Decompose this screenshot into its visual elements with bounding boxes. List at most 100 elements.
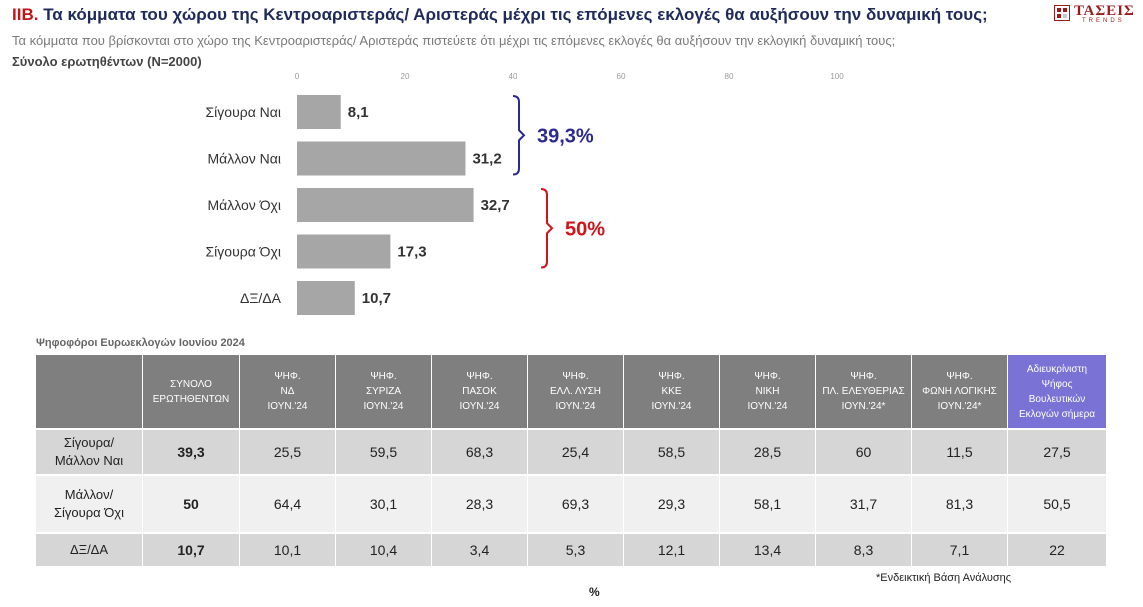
column-header-line: ΙΟΥΝ.'24 bbox=[363, 401, 404, 412]
column-header-line: ΙΟΥΝ.'24* bbox=[937, 401, 982, 412]
header-corner bbox=[36, 355, 143, 430]
row-label-line: ΔΞ/ΔΑ bbox=[69, 542, 109, 557]
bracket-total-label: 39,3% bbox=[537, 125, 594, 147]
column-header-line: Εκλογών σήμερα bbox=[1018, 408, 1096, 420]
category-label: Μάλλον Όχι bbox=[207, 197, 281, 213]
row-label-line: Σίγουρα/ bbox=[63, 435, 115, 450]
column-header-line: ΨΗΦ. bbox=[946, 371, 973, 382]
x-tick-label: 0 bbox=[295, 72, 300, 81]
table-cell: 7,1 bbox=[912, 534, 1008, 568]
title-text: Τα κόμματα του χώρου της Κεντροαριστεράς… bbox=[43, 5, 988, 24]
table-header-row: ΣΥΝΟΛΟ ΕΡΩΤΗΘΕΝΤΩΝ ΨΗΦ. ΝΔ ΙΟΥΝ.'24 ΨΗΦ. ΣΥΡΙΖ… bbox=[36, 355, 1107, 430]
bar bbox=[297, 234, 391, 269]
page-title: ΙΙΒ. Τα κόμματα του χώρου της Κεντροαρισ… bbox=[12, 5, 988, 25]
table-cell: 69,3 bbox=[528, 476, 624, 534]
sample-base: Σύνολο ερωτηθέντων (N=2000) bbox=[12, 54, 202, 69]
table-row: ΔΞ/ΔΑ 10,7 10,1 10,4 3,4 5,3 12,1 13,4 8,3 7,1 22 bbox=[36, 534, 1107, 568]
value-label: 32,7 bbox=[481, 197, 510, 214]
column-header-line: ΠΑΣΟΚ bbox=[462, 386, 497, 397]
column-header-line: ΨΗΦ. bbox=[370, 371, 397, 382]
column-header-line: ΨΗΦ. bbox=[754, 371, 781, 382]
column-header-line: ΨΗΦ. bbox=[562, 371, 589, 382]
column-header: ΨΗΦ. ΠΑΣΟΚ ΙΟΥΝ.'24 bbox=[432, 355, 528, 430]
column-header-line: ΙΟΥΝ.'24 bbox=[747, 401, 788, 412]
x-tick-label: 40 bbox=[509, 72, 518, 81]
table-cell: 68,3 bbox=[432, 430, 528, 476]
value-label: 17,3 bbox=[397, 244, 426, 261]
table-cell: 11,5 bbox=[912, 430, 1008, 476]
x-tick-label: 80 bbox=[725, 72, 734, 81]
column-header: ΣΥΝΟΛΟ ΕΡΩΤΗΘΕΝΤΩΝ bbox=[143, 355, 240, 430]
column-header: ΨΗΦ. ΚΚΕ ΙΟΥΝ.'24 bbox=[624, 355, 720, 430]
value-label: 8,1 bbox=[348, 104, 369, 121]
bracket bbox=[540, 188, 554, 269]
table-cell: 60 bbox=[816, 430, 912, 476]
table-cell: 28,5 bbox=[720, 430, 816, 476]
table-cell: 22 bbox=[1008, 534, 1107, 568]
category-label: Μάλλον Ναι bbox=[207, 151, 281, 167]
column-header-line: ΝΔ bbox=[280, 386, 295, 397]
column-header-line: ΙΟΥΝ.'24* bbox=[841, 401, 886, 412]
column-header: ΨΗΦ. ΝΔ ΙΟΥΝ.'24 bbox=[240, 355, 336, 430]
title-code: ΙΙΒ. bbox=[12, 5, 39, 24]
table-cell: 27,5 bbox=[1008, 430, 1107, 476]
value-label: 10,7 bbox=[362, 290, 391, 307]
row-label-line: Μάλλον Ναι bbox=[54, 453, 124, 468]
total-cell: 10,7 bbox=[143, 534, 240, 568]
column-header: Αδιευκρίνιστη Ψήφος Βουλευτικών Εκλογών σήμ… bbox=[1008, 355, 1107, 430]
table-cell: 10,4 bbox=[336, 534, 432, 568]
column-header: ΨΗΦ. ΝΙΚΗ ΙΟΥΝ.'24 bbox=[720, 355, 816, 430]
page-subtitle: Τα κόμματα που βρίσκονται στο χώρο της Κ… bbox=[12, 33, 896, 48]
total-cell: 50 bbox=[143, 476, 240, 534]
unit-label: % bbox=[589, 585, 600, 599]
table-row: Μάλλον/Σίγουρα Όχι 50 64,4 30,1 28,3 69,3 29,3… bbox=[36, 476, 1107, 534]
bar bbox=[297, 95, 341, 129]
column-header-line: ΠΛ. ΕΛΕΥΘΕΡΙΑΣ bbox=[822, 386, 905, 397]
row-label-line: Μάλλον/ bbox=[64, 487, 114, 502]
table-cell: 8,3 bbox=[816, 534, 912, 568]
brand-logo: ΤΑΣΕΙΣ TRENDS bbox=[1052, 3, 1140, 27]
column-header: ΨΗΦ. ΕΛΛ. ΛΥΣΗ ΙΟΥΝ.'24 bbox=[528, 355, 624, 430]
table-cell: 64,4 bbox=[240, 476, 336, 534]
total-cell: 39,3 bbox=[143, 430, 240, 476]
column-header-line: ΨΗΦ. bbox=[274, 371, 301, 382]
bar bbox=[297, 141, 466, 176]
table-cell: 59,5 bbox=[336, 430, 432, 476]
row-label: ΔΞ/ΔΑ bbox=[36, 534, 143, 568]
bar-chart: 0 20 40 60 80 100 Σίγουρα Ναι 8,1 Μάλλον Ναι 31,2… bbox=[206, 72, 844, 315]
bracket-total-label: 50% bbox=[565, 218, 605, 240]
table-cell: 5,3 bbox=[528, 534, 624, 568]
column-header-line: ΚΚΕ bbox=[661, 386, 682, 397]
table-cell: 28,3 bbox=[432, 476, 528, 534]
logo-mark-icon bbox=[1054, 5, 1070, 21]
logo-word: ΤΑΣΕΙΣ bbox=[1074, 3, 1135, 19]
column-header-line: Αδιευκρίνιστη bbox=[1026, 363, 1088, 375]
table-cell: 25,5 bbox=[240, 430, 336, 476]
column-header: ΨΗΦ. ΦΩΝΗ ΛΟΓΙΚΗΣ ΙΟΥΝ.'24* bbox=[912, 355, 1008, 430]
column-header-line: ΙΟΥΝ.'24 bbox=[555, 401, 596, 412]
row-label: Σίγουρα/Μάλλον Ναι bbox=[36, 430, 143, 476]
column-header-line: ΕΡΩΤΗΘΕΝΤΩΝ bbox=[152, 393, 230, 405]
table-cell: 58,5 bbox=[624, 430, 720, 476]
table-cell: 29,3 bbox=[624, 476, 720, 534]
footnote: *Ενδεικτική Βάση Ανάλυσης bbox=[876, 572, 1012, 584]
table-caption: Ψηφοφόροι Ευρωεκλογών Ιουνίου 2024 bbox=[36, 337, 245, 349]
table-row: Σίγουρα/Μάλλον Ναι 39,3 25,5 59,5 68,3 25,4 58… bbox=[36, 430, 1107, 476]
x-tick-label: 60 bbox=[617, 72, 626, 81]
category-label: ΔΞ/ΔΑ bbox=[240, 290, 282, 306]
table-cell: 30,1 bbox=[336, 476, 432, 534]
column-header-line: ΕΛΛ. ΛΥΣΗ bbox=[549, 386, 602, 397]
column-header: ΨΗΦ. ΠΛ. ΕΛΕΥΘΕΡΙΑΣ ΙΟΥΝ.'24* bbox=[816, 355, 912, 430]
column-header-line: Ψήφος bbox=[1041, 378, 1073, 390]
column-header-line: ΨΗΦ. bbox=[658, 371, 685, 382]
column-header-line: ΙΟΥΝ.'24 bbox=[651, 401, 692, 412]
logo-subword: TRENDS bbox=[1082, 18, 1125, 24]
bar bbox=[297, 281, 355, 315]
column-header-line: ΨΗΦ. bbox=[850, 371, 877, 382]
table-cell: 50,5 bbox=[1008, 476, 1107, 534]
crosstab-table: ΣΥΝΟΛΟ ΕΡΩΤΗΘΕΝΤΩΝ ΨΗΦ. ΝΔ ΙΟΥΝ.'24 ΨΗΦ. ΣΥΡΙΖ… bbox=[36, 355, 1107, 568]
value-label: 31,2 bbox=[472, 151, 501, 168]
bracket bbox=[512, 95, 526, 176]
column-header-line: ΨΗΦ. bbox=[466, 371, 493, 382]
table-cell: 81,3 bbox=[912, 476, 1008, 534]
